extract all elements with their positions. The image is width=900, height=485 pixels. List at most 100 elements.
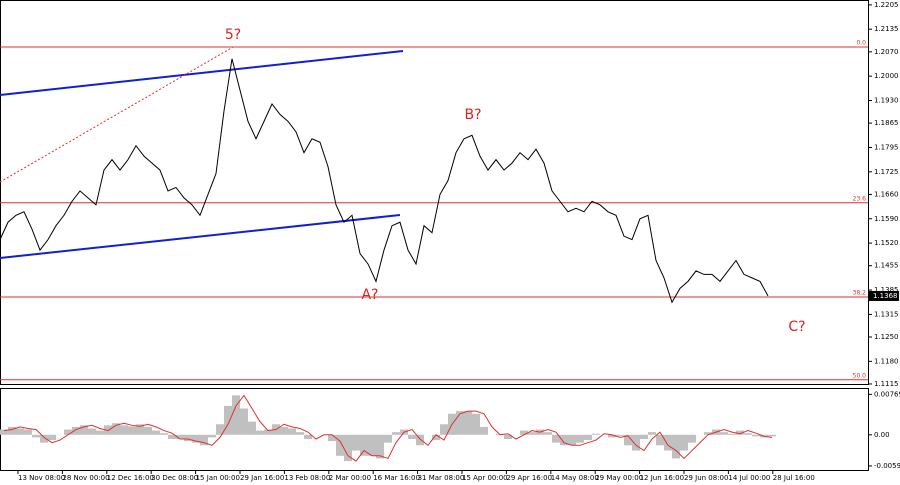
y-tick-label: 1.1520 — [874, 239, 899, 247]
x-tick-label: 13 Nov 08:00 — [18, 474, 65, 482]
level-label: 23.6 — [853, 195, 867, 202]
y-tick-label: 1.2070 — [874, 48, 899, 56]
osc-bar — [48, 434, 56, 441]
osc-bar — [632, 434, 640, 451]
x-tick-label: 15 Jan 00:00 — [196, 474, 240, 482]
osc-bar — [264, 429, 272, 435]
osc-bar — [440, 424, 448, 435]
x-tick-label: 15 Apr 00:00 — [462, 474, 508, 482]
y-tick-label: 1.1660 — [874, 190, 899, 198]
x-tick-label: 29 Jun 08:00 — [684, 474, 728, 482]
osc-bar — [768, 434, 776, 437]
osc-bar — [736, 430, 744, 435]
osc-bar — [392, 432, 400, 435]
osc-bar — [688, 434, 696, 443]
level-label: 0.0 — [856, 39, 866, 46]
osc-bar — [168, 434, 176, 439]
osc-bar — [360, 434, 368, 456]
osc-bar — [464, 411, 472, 435]
osc-bar — [672, 434, 680, 459]
level-label: 50.0 — [853, 372, 867, 379]
x-tick-label: 12 Jun 16:00 — [640, 474, 684, 482]
osc-bar — [8, 426, 16, 435]
x-tick-label: 28 Jul 16:00 — [773, 474, 815, 482]
osc-bar — [384, 434, 392, 443]
osc-bar — [472, 413, 480, 435]
y-tick-label: 1.1930 — [874, 97, 899, 105]
y-tick-label: 1.1180 — [874, 357, 899, 365]
oscillator-panel — [0, 388, 869, 471]
y-tick-label: 1.2135 — [874, 25, 899, 33]
osc-bar — [336, 434, 344, 456]
osc-bar — [408, 434, 416, 439]
x-tick-label: 14 May 08:00 — [551, 474, 599, 482]
osc-bar — [416, 434, 424, 446]
y-tick-label: 1.1115 — [874, 380, 899, 388]
trend-line — [0, 50, 404, 96]
price-line — [0, 58, 769, 304]
x-tick-label: 29 Apr 16:00 — [506, 474, 552, 482]
osc-bar — [352, 434, 360, 451]
y-tick-label: 1.1250 — [874, 333, 899, 341]
level-label: 38.2 — [853, 290, 867, 297]
osc-bar — [376, 434, 384, 459]
osc-bar — [728, 433, 736, 435]
osc-bar — [40, 434, 48, 443]
osc-bar — [752, 434, 760, 437]
osc-bar — [296, 432, 304, 435]
osc-bar — [216, 424, 224, 435]
osc-bar — [552, 434, 560, 443]
osc-bar — [656, 434, 664, 446]
y-tick-label: 1.1590 — [874, 215, 899, 223]
wave-label: B? — [464, 107, 481, 123]
y-tick-label: 1.2000 — [874, 72, 899, 80]
osc-bar — [584, 434, 592, 441]
osc-bar — [680, 434, 688, 451]
y-tick-label: -0.00593 — [874, 462, 900, 470]
y-tick-label: 1.1725 — [874, 168, 899, 176]
trend-line — [0, 214, 401, 259]
osc-bar — [544, 432, 552, 435]
osc-bar — [136, 424, 144, 435]
y-tick-label: 1.1795 — [874, 143, 899, 151]
trend-line — [0, 46, 234, 183]
x-tick-label: 2 Mar 00:00 — [329, 474, 371, 482]
y-tick-label: 1.2205 — [874, 1, 899, 9]
osc-bar — [200, 434, 208, 446]
osc-bar — [16, 428, 24, 435]
osc-bar — [160, 433, 168, 435]
last-price-tag — [869, 290, 899, 301]
x-tick-label: 30 Dec 08:00 — [151, 474, 198, 482]
x-tick-label: 16 Mar 16:00 — [373, 474, 420, 482]
osc-bar — [624, 434, 632, 446]
last-price-label: 1.1368 — [873, 292, 898, 300]
osc-bar — [664, 434, 672, 451]
price-panel — [0, 0, 869, 385]
osc-bar — [560, 434, 568, 446]
x-tick-label: 13 Feb 08:00 — [284, 474, 330, 482]
osc-bar — [24, 429, 32, 435]
osc-bar — [152, 430, 160, 435]
osc-bar — [456, 411, 464, 435]
y-tick-label: 0.00 — [874, 431, 890, 439]
osc-bar — [280, 426, 288, 435]
osc-bar — [368, 434, 376, 456]
osc-bar — [224, 405, 232, 435]
osc-bar — [608, 434, 616, 438]
y-tick-label: 1.1315 — [874, 310, 899, 318]
osc-bar — [504, 434, 512, 439]
osc-bar — [0, 429, 8, 435]
osc-bar — [328, 434, 336, 442]
osc-bar — [96, 430, 104, 435]
osc-bar — [232, 395, 240, 435]
osc-bar — [256, 430, 264, 435]
osc-bar — [88, 428, 96, 435]
osc-bar — [576, 434, 584, 443]
osc-bar — [72, 426, 80, 435]
y-tick-label: 0.00769 — [874, 390, 900, 398]
osc-bar — [720, 432, 728, 435]
osc-bar — [248, 421, 256, 435]
y-tick-label: 1.1385 — [874, 286, 899, 294]
osc-bar — [176, 434, 184, 439]
